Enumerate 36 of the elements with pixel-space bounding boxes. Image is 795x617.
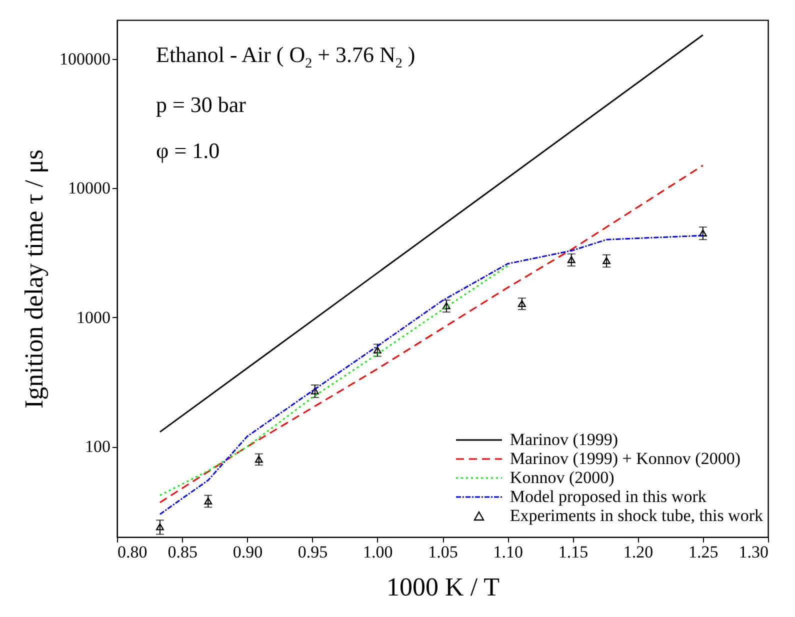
legend-label: Konnov (2000) xyxy=(510,468,614,487)
point xyxy=(698,229,707,236)
x-tick-label: 0.90 xyxy=(232,542,263,562)
point xyxy=(602,257,611,264)
y-tick-label: 10000 xyxy=(68,178,110,198)
legend-label: Experiments in shock tube, this work xyxy=(510,506,763,525)
x-tick-label: 1.05 xyxy=(428,542,458,562)
point xyxy=(204,497,212,504)
y-axis-title: Ignition delay time τ / μs xyxy=(20,149,48,409)
x-tick-label: 1.30 xyxy=(738,542,768,562)
x-tick-label: 0.85 xyxy=(168,542,198,562)
point xyxy=(567,256,576,264)
legend-label: Marinov (1999) xyxy=(510,430,618,449)
point xyxy=(156,523,164,530)
x-tick-label: 0.80 xyxy=(118,542,148,562)
point xyxy=(254,456,263,463)
legend-label: Marinov (1999) + Konnov (2000) xyxy=(510,449,740,468)
x-axis-title: 1000 K / T xyxy=(386,572,500,602)
x-tick-label: 1.15 xyxy=(558,542,588,562)
x-tick-label: 1.25 xyxy=(688,542,718,562)
line-series xyxy=(159,265,508,496)
annotation: p = 30 bar xyxy=(156,92,246,118)
point xyxy=(373,346,382,354)
y-tick-label: 100000 xyxy=(60,49,110,68)
y-tick-label: 1000 xyxy=(76,308,110,327)
x-tick-label: 0.95 xyxy=(298,542,328,562)
legend-label: Model proposed in this work xyxy=(510,487,706,506)
point xyxy=(310,387,319,394)
annotation: Ethanol - Air ( O$_{2}$ + 3.76 N$_{2}$ ) xyxy=(156,42,416,72)
point xyxy=(518,300,526,308)
y-tick-label: 100 xyxy=(85,437,110,456)
x-tick-label: 1.00 xyxy=(363,542,393,562)
x-tick-label: 1.10 xyxy=(493,542,523,562)
point xyxy=(442,302,450,310)
x-tick-label: 1.20 xyxy=(623,542,654,562)
annotation: φ = 1.0 xyxy=(156,138,220,164)
